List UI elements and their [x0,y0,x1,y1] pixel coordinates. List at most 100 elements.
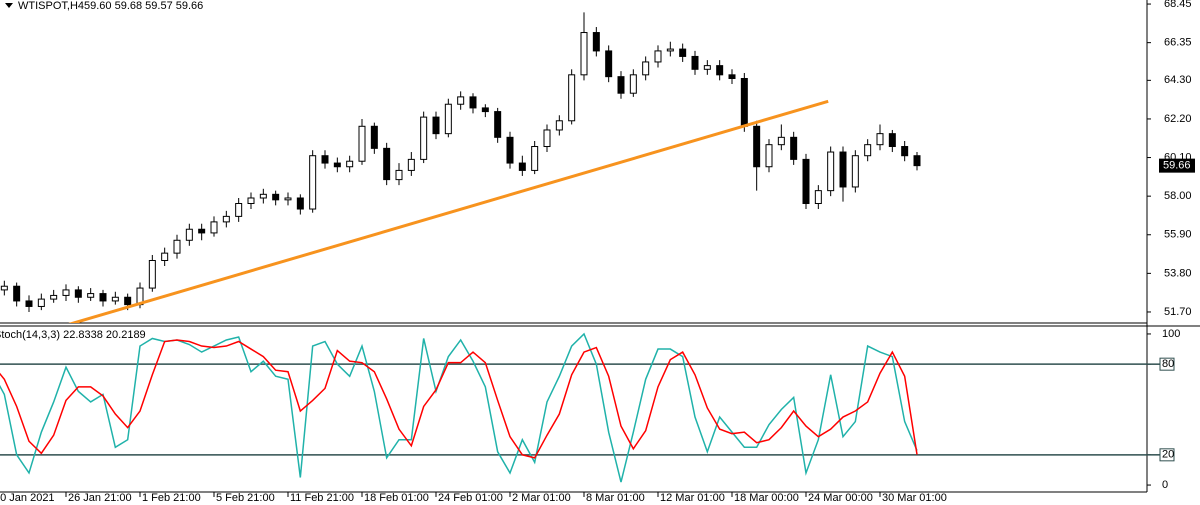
candle-body [420,116,428,160]
x-tick-label: 8 Mar 01:00 [586,492,645,504]
trend-line [68,99,829,323]
candle-body [716,65,724,76]
y-tick-label: 66.35 [1164,37,1192,49]
x-tick-label: 11 Feb 21:00 [290,492,354,504]
candle-body [407,158,415,171]
indicator-panel [0,332,1147,483]
candle-body [284,197,292,201]
candle-body [161,252,169,261]
candle-body [50,294,58,300]
indicator-title: Stoch(14,3,3) 22.8338 20.2189 [0,329,146,341]
candle-body [444,103,452,135]
level-label-box [1159,448,1175,462]
candle-body [481,107,489,113]
candle-body [173,239,181,254]
x-tick-label: 12 Mar 01:00 [660,492,725,504]
candle-body [605,50,613,78]
candle-body [888,133,896,148]
candle-body [210,221,218,234]
candle-body [814,190,822,205]
candle-body [765,144,773,168]
candle-body [457,96,465,105]
level-label-box [1159,357,1175,371]
candle-body [62,289,70,296]
candle-body [296,197,304,210]
x-tick-label: 2 Mar 01:00 [512,492,571,504]
candle-body [259,193,267,199]
candle-body [222,215,230,223]
candle-body [703,65,711,70]
y-tick-label: 58.00 [1164,190,1192,202]
candle-body [876,133,884,146]
candle-body [99,293,107,302]
candle-body [358,125,366,162]
x-tick-label: 18 Feb 01:00 [364,492,429,504]
candle-body [827,151,835,192]
candle-body [617,76,625,94]
candle-body [13,285,21,302]
stochastic-line [0,332,918,483]
candle-body [383,147,391,181]
candle-body [531,146,539,171]
candle-body [333,162,341,168]
candle-body [728,74,736,79]
candle-body [37,298,45,307]
candle-body [518,162,526,171]
x-tick-label: 20 Jan 2021 [0,492,55,504]
candle-body [346,160,354,168]
candle-body [851,155,859,188]
candle-body [654,50,662,63]
candle-body [777,136,785,146]
candle-body [864,144,872,157]
candle-body [790,136,798,160]
y-tick-label: 0 [1162,479,1168,491]
candle-body [629,74,637,94]
candle-body [198,228,206,234]
candle-body [111,296,119,302]
candle-body [666,48,674,52]
y-tick-label: 100 [1162,328,1180,340]
menu-icon [5,3,13,8]
candle-body [568,74,576,122]
y-tick-label: 68.45 [1164,0,1192,10]
candle-body [25,300,33,307]
x-tick-label: 24 Feb 01:00 [438,492,503,504]
candle-body [642,61,650,76]
y-tick-label: 62.20 [1164,113,1192,125]
candle-body [124,296,132,306]
candle-body [148,259,156,289]
price-panel [0,12,921,323]
y-tick-label: 53.80 [1164,267,1192,279]
chart-title: WTISPOT,H4 [18,0,84,12]
candle-body [802,158,810,205]
y-tick-label: 20 [1162,449,1174,461]
candle-body [679,48,687,57]
candle-body [494,111,502,138]
candle-body [370,125,378,149]
chart-subtitle: 59.60 59.68 59.57 59.66 [84,0,203,12]
y-tick-label: 55.90 [1164,229,1192,241]
x-tick-label: 5 Feb 21:00 [216,492,275,504]
y-tick-label: 80 [1162,358,1174,370]
candle-body [272,193,280,201]
candle-body [0,285,8,291]
candle-body [185,228,193,241]
candle-body [309,155,317,210]
x-tick-label: 24 Mar 00:00 [808,492,873,504]
candle-body [555,120,563,131]
candle-body [395,169,403,181]
candle-body [901,146,909,157]
candle-body [753,125,761,168]
candle-body [321,155,329,164]
candle-body [913,155,921,167]
y-tick-label: 64.30 [1164,74,1192,86]
candle-body [74,289,82,298]
candle-body [580,32,588,76]
x-tick-label: 26 Jan 21:00 [68,492,132,504]
candle-body [592,32,600,52]
candle-body [235,203,243,217]
current-price-box [1159,158,1195,173]
